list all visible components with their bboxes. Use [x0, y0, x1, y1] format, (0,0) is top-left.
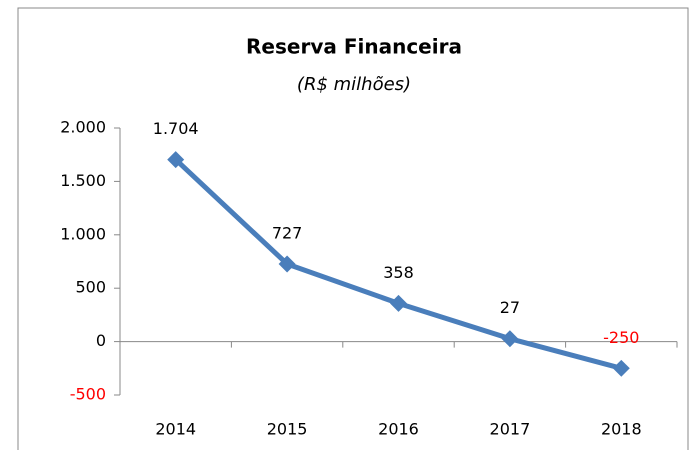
y-tick-label: 2.000: [60, 118, 106, 137]
marker: [501, 330, 519, 348]
x-tick-label: 2018: [601, 420, 642, 439]
chart-title: Reserva Financeira: [246, 35, 462, 59]
data-label: 27: [500, 298, 520, 317]
x-tick-label: 2016: [378, 420, 419, 439]
y-tick-label: -500: [70, 385, 106, 404]
data-label: 727: [272, 223, 303, 242]
marker: [612, 359, 630, 377]
marker: [167, 151, 185, 169]
x-tick-label: 2015: [267, 420, 308, 439]
x-tick-label: 2014: [155, 420, 196, 439]
y-tick-label: 1.500: [60, 171, 106, 190]
y-tick-label: 1.000: [60, 224, 106, 243]
data-label: 358: [383, 263, 414, 282]
chart-subtitle: (R$ milhões): [297, 74, 411, 95]
x-tick-label: 2017: [490, 420, 531, 439]
marker: [390, 294, 407, 312]
marker: [278, 255, 296, 273]
chart-frame: [17, 7, 689, 450]
y-tick-label: 500: [75, 278, 106, 297]
data-label: 1.704: [153, 119, 199, 138]
y-tick-label: 0: [96, 331, 106, 350]
data-label: -250: [603, 328, 639, 347]
